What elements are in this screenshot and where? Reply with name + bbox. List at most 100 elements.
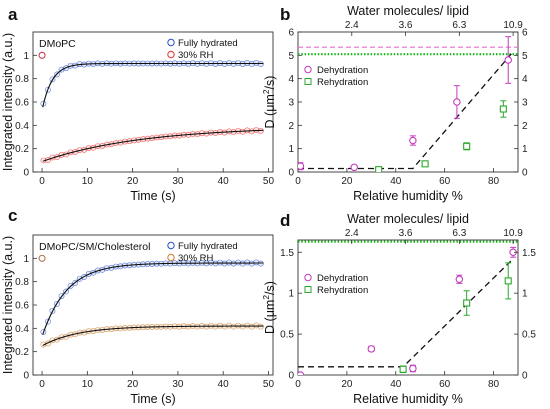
x-axis-label: Relative humidity % xyxy=(353,392,463,406)
data-point xyxy=(253,322,260,329)
y-tick-label: 0 xyxy=(288,168,294,179)
x-tick-label: 40 xyxy=(390,379,402,390)
series-band xyxy=(42,260,264,333)
y-tick-label: 4 xyxy=(288,74,294,85)
right-tick-label: 0.5 xyxy=(522,330,536,341)
y-tick-label: 0.4 xyxy=(15,324,29,335)
data-point xyxy=(463,142,471,150)
y-axis-label: D (μm2/s) xyxy=(261,76,277,129)
x-tick-label: 10 xyxy=(82,379,94,390)
top-axis-label: Water molecules/ lipid xyxy=(347,212,469,226)
right-tick-label: 2 xyxy=(522,121,528,132)
y-axis-label-sup: 2 xyxy=(261,295,271,300)
panel-letter: d xyxy=(280,211,290,230)
data-point xyxy=(298,371,305,375)
x-axis-label: Relative humidity % xyxy=(353,189,463,203)
data-point xyxy=(504,56,512,64)
y-tick-label: 0 xyxy=(23,371,29,382)
x-tick-label: 30 xyxy=(172,379,184,390)
top-axis-label: Water molecules/ lipid xyxy=(347,4,469,18)
prebleach-point xyxy=(38,254,46,262)
data-point xyxy=(45,86,51,93)
data-point xyxy=(85,271,92,277)
data-point xyxy=(49,307,56,314)
y-tick-label: 0 xyxy=(288,371,294,382)
data-point xyxy=(244,60,251,66)
data-point xyxy=(63,65,69,72)
top-tick-label: 2.4 xyxy=(345,228,359,239)
legend-marker xyxy=(304,273,312,282)
y-tick-label: 0.6 xyxy=(15,98,29,109)
legend-marker xyxy=(304,286,312,293)
legend-marker xyxy=(167,253,175,262)
fit-line xyxy=(298,51,514,170)
y-axis-label: D (μm2/s) xyxy=(261,281,277,334)
x-tick-label: 0 xyxy=(295,176,301,187)
x-tick-label: 40 xyxy=(390,176,402,187)
data-point xyxy=(499,105,507,113)
plot-content xyxy=(298,240,518,375)
legend-entry: Fully hydrated xyxy=(178,241,238,252)
right-tick-label: 5 xyxy=(522,51,528,62)
y-axis-label-part: D (μm xyxy=(263,94,277,128)
x-tick-label: 20 xyxy=(341,379,353,390)
legend-entry: 30% RH xyxy=(178,50,214,61)
y-tick-label: 0.8 xyxy=(15,277,29,288)
panel-c: c 0 10 20 30 40 50 0 0.2 0.4 0.6 0.8 1 Time (s) Integr… xyxy=(1,206,274,406)
top-tick-label: 10.9 xyxy=(503,228,523,239)
data-point xyxy=(54,300,60,307)
y-axis-label-part: /s) xyxy=(263,281,277,295)
fit-line xyxy=(42,262,264,335)
inset-label: DMoPC/SM/Cholesterol xyxy=(39,241,150,253)
axes-frame xyxy=(297,31,519,173)
axes-frame xyxy=(32,234,274,376)
x-tick-label: 20 xyxy=(127,176,139,187)
data-point xyxy=(63,288,69,295)
data-point xyxy=(40,329,47,335)
fit-line xyxy=(42,129,264,162)
y-tick-label: 1 xyxy=(288,289,294,300)
inset-label: DMoPC xyxy=(39,38,76,50)
legend-entry: Fully hydrated xyxy=(178,38,238,49)
data-point xyxy=(244,259,251,266)
right-tick-label: 1 xyxy=(522,144,528,155)
data-point xyxy=(54,71,60,78)
data-point xyxy=(49,76,56,83)
data-point xyxy=(463,299,471,307)
top-tick-label: 6.3 xyxy=(452,228,466,239)
x-axis-label: Time (s) xyxy=(130,392,175,406)
data-point xyxy=(257,61,264,68)
y-axis-label: Integrated intensity (a.u.) xyxy=(1,236,15,374)
x-tick-label: 10 xyxy=(82,176,94,187)
top-tick-label: 10.9 xyxy=(503,20,523,31)
panel-a: a 0 10 20 30 40 50 0 0.2 0.4 0.6 0.8 1 Time (s) Integr… xyxy=(1,5,274,203)
right-tick-label: 3 xyxy=(522,98,528,109)
data-point xyxy=(375,166,383,172)
data-point xyxy=(399,365,407,373)
y-tick-label: 0.2 xyxy=(15,347,29,358)
data-point xyxy=(72,280,79,286)
right-tick-label: 1.5 xyxy=(522,248,536,259)
x-tick-label: 60 xyxy=(439,379,451,390)
legend-entry: Dehydration xyxy=(317,273,368,284)
y-tick-label: 0.5 xyxy=(280,330,294,341)
top-tick-label: 3.6 xyxy=(399,20,413,31)
x-tick-label: 50 xyxy=(263,176,275,187)
x-axis-label: Time (s) xyxy=(130,189,175,203)
data-point xyxy=(504,277,512,285)
data-point xyxy=(257,260,264,267)
data-point xyxy=(298,162,305,170)
top-tick-label: 6.3 xyxy=(452,20,466,31)
series-band xyxy=(42,61,264,105)
data-point xyxy=(253,259,260,266)
data-point xyxy=(257,323,264,330)
data-point xyxy=(67,283,74,289)
legend-marker xyxy=(167,38,175,47)
legend-entry: Rehydration xyxy=(317,285,368,296)
legend-marker xyxy=(167,241,175,250)
data-point xyxy=(248,323,255,330)
x-tick-label: 40 xyxy=(218,379,230,390)
y-tick-label: 0 xyxy=(23,168,29,179)
data-point xyxy=(253,60,260,66)
